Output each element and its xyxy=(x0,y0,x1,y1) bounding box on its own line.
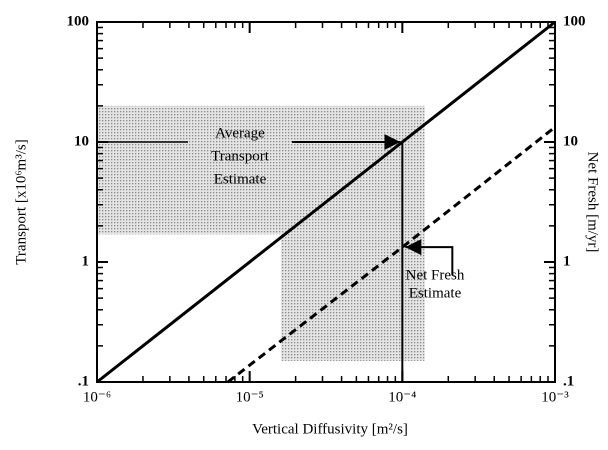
series-line xyxy=(96,20,556,384)
shaded-region xyxy=(97,105,425,235)
annotation-text: Estimate xyxy=(409,285,462,301)
y-tick-label: 100 xyxy=(67,13,90,29)
y-tick-label: .1 xyxy=(78,373,89,389)
annotation-text: Average xyxy=(215,125,265,141)
y2-tick-label: 10 xyxy=(563,133,578,149)
shaded-region xyxy=(280,234,425,361)
y2-tick-label: .1 xyxy=(563,373,574,389)
y-axis-title: Transport [x10⁶m³/s] xyxy=(13,139,29,264)
y2-tick-label: 100 xyxy=(563,13,586,29)
x-tick-label: 10⁻³ xyxy=(541,389,569,405)
y2-tick-label: 1 xyxy=(563,253,571,269)
y2-axis-title: Net Fresh [m/yr] xyxy=(585,152,601,253)
annotation-text: Estimate xyxy=(214,171,267,187)
y-tick-label: 1 xyxy=(82,253,90,269)
plot-frame xyxy=(96,21,556,383)
x-tick-label: 10⁻⁶ xyxy=(83,389,111,405)
x-tick-label: 10⁻⁵ xyxy=(236,389,264,405)
annotation-arrow xyxy=(405,239,454,276)
annotation-text: Transport xyxy=(211,148,270,164)
x-tick-label: 10⁻⁴ xyxy=(388,389,416,405)
annotation-text: Net Fresh xyxy=(406,267,465,283)
y-tick-label: 10 xyxy=(74,133,89,149)
x-axis-title: Vertical Diffusivity [m²/s] xyxy=(252,421,408,437)
